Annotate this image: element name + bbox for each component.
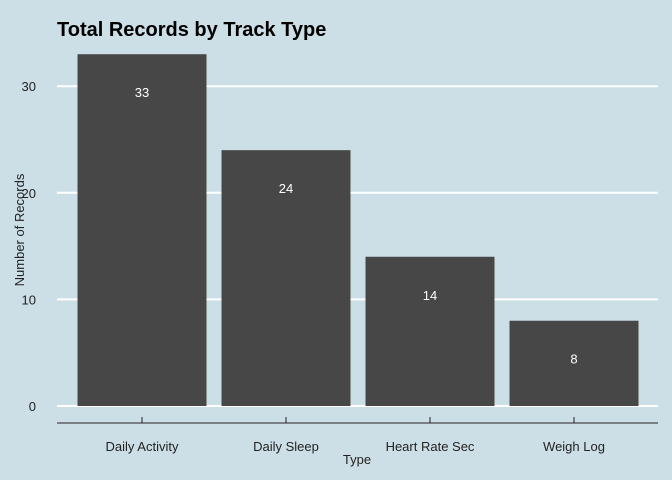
x-tick-label: Weigh Log [543, 439, 605, 454]
x-tick-label: Heart Rate Sec [386, 439, 475, 454]
bar [509, 320, 639, 406]
y-axis: 0 10 20 30 [22, 79, 36, 414]
bar [365, 256, 495, 406]
x-axis-title: Type [343, 452, 371, 467]
y-tick-label: 10 [22, 292, 36, 307]
y-tick-label: 0 [29, 399, 36, 414]
bar [77, 54, 207, 406]
y-tick-label: 20 [22, 186, 36, 201]
x-axis: Daily Activity Daily Sleep Heart Rate Sec W… [106, 417, 605, 454]
data-label: 33 [135, 85, 149, 100]
chart-title: Total Records by Track Type [57, 19, 326, 41]
bars: 33 24 14 8 [77, 54, 639, 406]
bar [221, 150, 351, 406]
data-label: 24 [279, 181, 293, 196]
data-label: 14 [423, 288, 437, 303]
y-tick-label: 30 [22, 79, 36, 94]
x-tick-label: Daily Sleep [253, 439, 319, 454]
data-label: 8 [570, 352, 577, 367]
y-axis-title: Number of Records [12, 173, 27, 286]
x-tick-label: Daily Activity [106, 439, 179, 454]
